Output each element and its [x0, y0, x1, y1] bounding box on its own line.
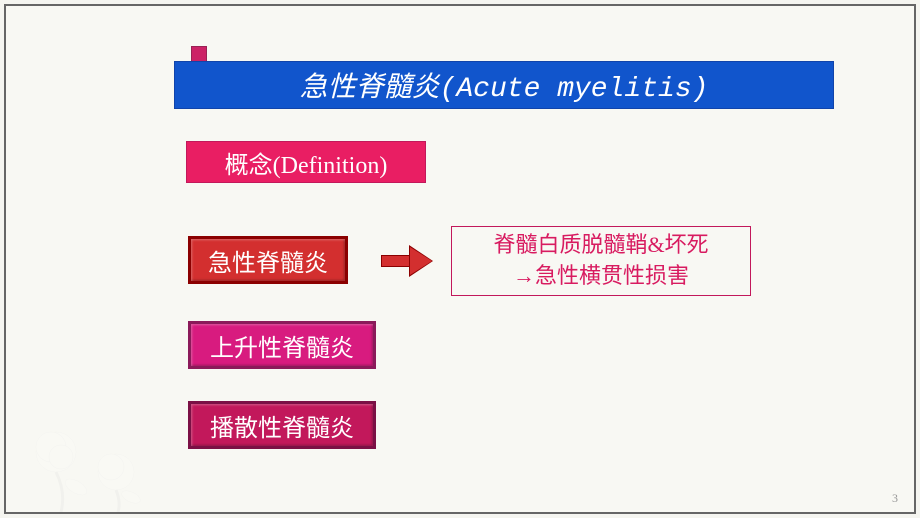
title-cn: 急性脊髓炎: [300, 72, 440, 103]
arrow-shaft: [381, 255, 411, 267]
title-banner: 急性脊髓炎(Acute myelitis): [174, 61, 834, 109]
arrow-head: [410, 247, 432, 275]
item-label-1: 急性脊髓炎: [208, 243, 328, 278]
title-text: 急性脊髓炎(Acute myelitis): [300, 65, 709, 105]
definition-cn: 概念: [225, 153, 273, 179]
arrow-icon: [381, 249, 436, 273]
definition-label: 概念(Definition): [225, 145, 388, 180]
description-line1: 脊髓白质脱髓鞘&坏死: [493, 230, 708, 261]
title-en: (Acute myelitis): [440, 74, 709, 105]
slide-frame: 急性脊髓炎(Acute myelitis) 概念(Definition) 急性脊…: [4, 4, 916, 514]
definition-en: (Definition): [273, 153, 388, 179]
description-line2: →急性横贯性损害: [513, 261, 689, 292]
page-number: 3: [892, 491, 898, 506]
description-box: 脊髓白质脱髓鞘&坏死 →急性横贯性损害: [451, 226, 751, 296]
item-box-disseminated: 播散性脊髓炎: [188, 401, 376, 449]
definition-box: 概念(Definition): [186, 141, 426, 183]
item-label-2: 上升性脊髓炎: [210, 328, 354, 363]
item-label-3: 播散性脊髓炎: [210, 408, 354, 443]
item-box-acute: 急性脊髓炎: [188, 236, 348, 284]
item-box-ascending: 上升性脊髓炎: [188, 321, 376, 369]
rose-decoration-icon: [6, 332, 186, 512]
